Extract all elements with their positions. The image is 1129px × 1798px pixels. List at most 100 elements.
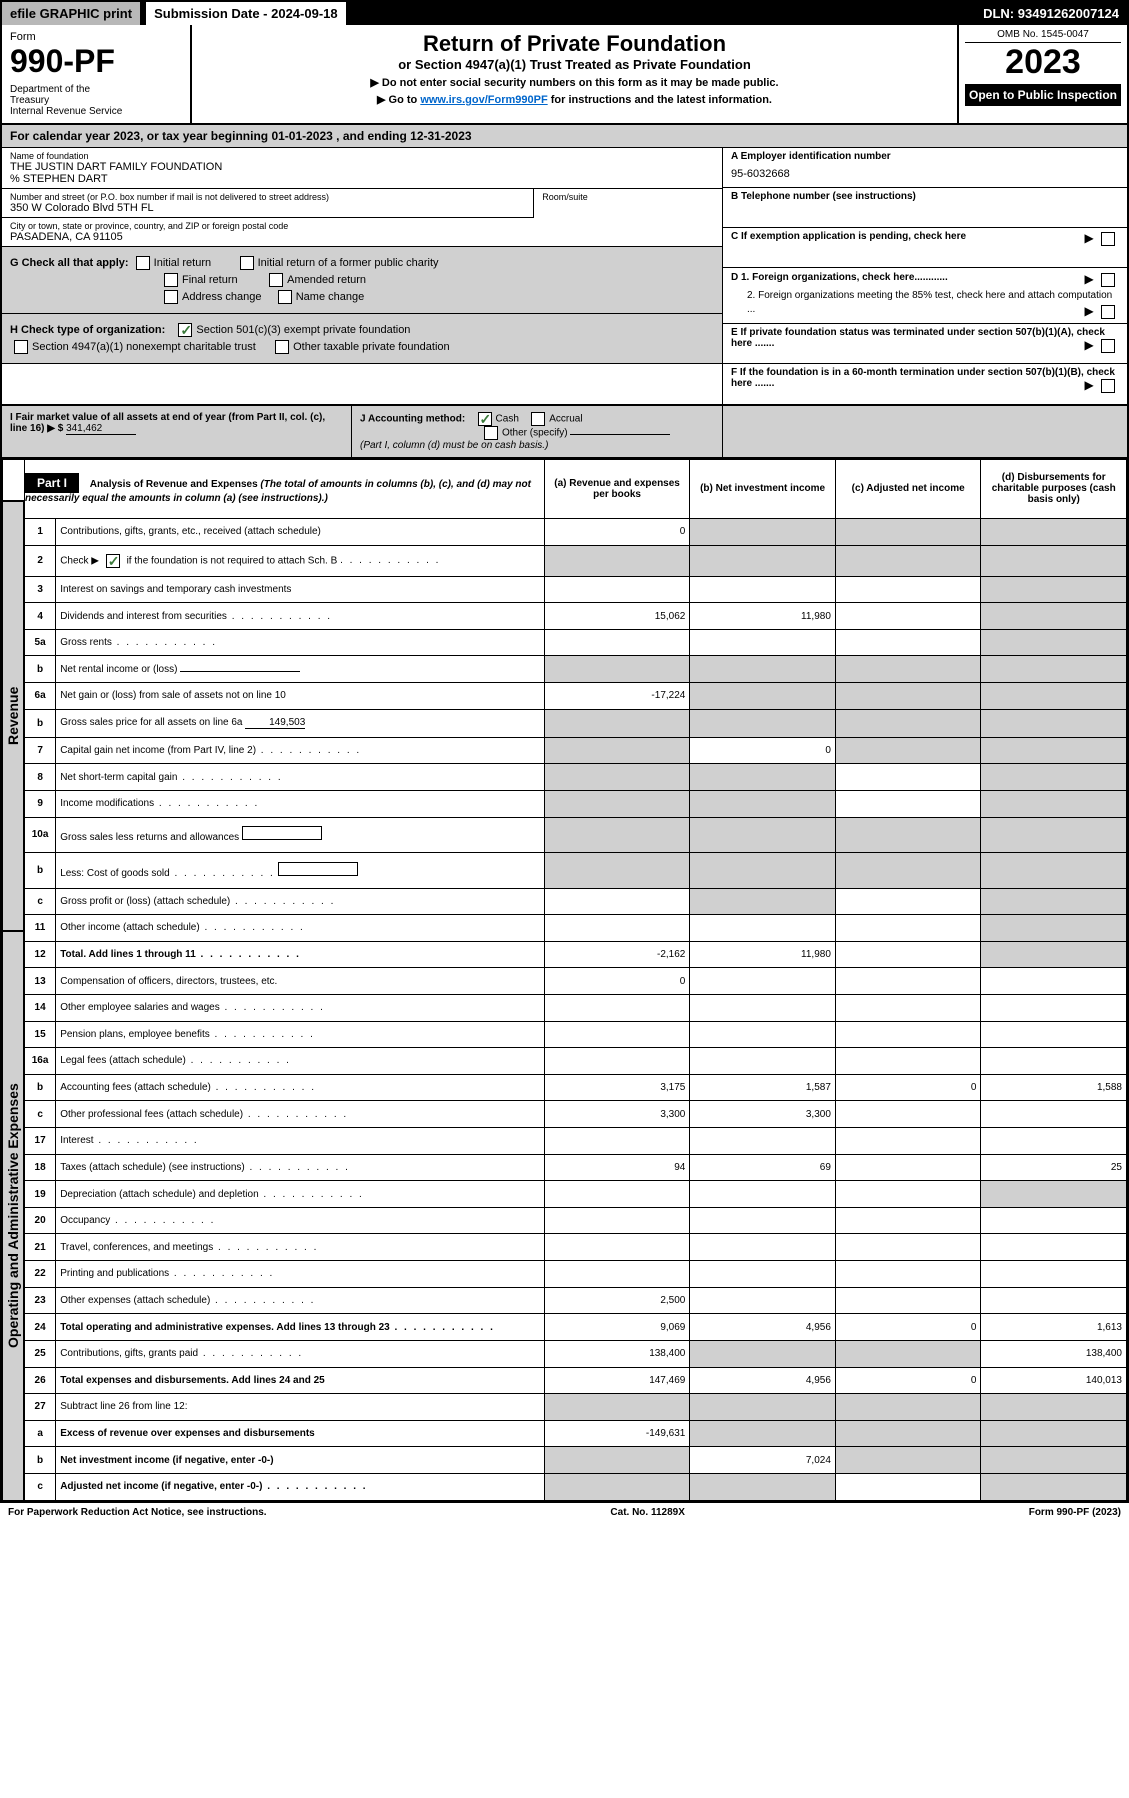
section-g: G Check all that apply: Initial return I… bbox=[2, 247, 722, 314]
col-d-header: (d) Disbursements for charitable purpose… bbox=[981, 459, 1127, 518]
f-arrow: ▶ bbox=[1084, 378, 1119, 393]
row-27b: bNet investment income (if negative, ent… bbox=[25, 1447, 1127, 1474]
form-title-block: Return of Private Foundation or Section … bbox=[192, 25, 957, 123]
chk-d2[interactable] bbox=[1101, 305, 1115, 319]
opt-other-method: Other (specify) bbox=[502, 427, 568, 438]
chk-f[interactable] bbox=[1101, 379, 1115, 393]
row-24: 24Total operating and administrative exp… bbox=[25, 1314, 1127, 1341]
h-label: H Check type of organization: bbox=[10, 324, 165, 336]
a-label: A Employer identification number bbox=[731, 151, 1119, 162]
form-link[interactable]: www.irs.gov/Form990PF bbox=[420, 94, 547, 106]
e-label: E If private foundation status was termi… bbox=[731, 327, 1105, 349]
opt-address-change: Address change bbox=[182, 291, 262, 303]
row-13: 13Compensation of officers, directors, t… bbox=[25, 968, 1127, 995]
city-label: City or town, state or province, country… bbox=[10, 221, 714, 231]
row-1: 1Contributions, gifts, grants, etc., rec… bbox=[25, 518, 1127, 545]
opt-cash: Cash bbox=[496, 413, 519, 424]
note2-post: for instructions and the latest informat… bbox=[548, 94, 772, 106]
form-number-block: Form 990-PF Department of theTreasuryInt… bbox=[2, 25, 192, 123]
chk-schb[interactable] bbox=[106, 554, 120, 568]
col-a-header: (a) Revenue and expenses per books bbox=[544, 459, 690, 518]
row-21: 21Travel, conferences, and meetings bbox=[25, 1234, 1127, 1261]
note2-pre: ▶ Go to bbox=[377, 94, 420, 106]
d2-label: 2. Foreign organizations meeting the 85%… bbox=[747, 290, 1112, 315]
chk-other-method[interactable] bbox=[484, 426, 498, 440]
f-label: F If the foundation is in a 60-month ter… bbox=[731, 367, 1115, 389]
chk-initial-return[interactable] bbox=[136, 256, 150, 270]
room-label: Room/suite bbox=[542, 192, 714, 202]
form-note-2: ▶ Go to www.irs.gov/Form990PF for instru… bbox=[202, 93, 947, 106]
chk-accrual[interactable] bbox=[531, 412, 545, 426]
row-7: 7Capital gain net income (from Part IV, … bbox=[25, 737, 1127, 764]
opt-final-return: Final return bbox=[182, 274, 238, 286]
side-revenue: Revenue bbox=[2, 501, 24, 931]
open-public-label: Open to Public Inspection bbox=[965, 84, 1121, 106]
row-27c: cAdjusted net income (if negative, enter… bbox=[25, 1473, 1127, 1500]
col-b-header: (b) Net investment income bbox=[690, 459, 836, 518]
row-16a: 16aLegal fees (attach schedule) bbox=[25, 1048, 1127, 1075]
d1-arrow: ▶ bbox=[1084, 271, 1119, 288]
row-10c: cGross profit or (loss) (attach schedule… bbox=[25, 888, 1127, 915]
c-arrow: ▶ bbox=[1084, 231, 1119, 246]
opt-initial-return: Initial return bbox=[154, 257, 211, 269]
row-4: 4Dividends and interest from securities1… bbox=[25, 603, 1127, 630]
c-cell: C If exemption application is pending, c… bbox=[723, 228, 1127, 268]
f-cell: F If the foundation is in a 60-month ter… bbox=[723, 364, 1127, 404]
chk-501c3[interactable] bbox=[178, 323, 192, 337]
side-expenses: Operating and Administrative Expenses bbox=[2, 931, 24, 1501]
row-19: 19Depreciation (attach schedule) and dep… bbox=[25, 1181, 1127, 1208]
chk-c[interactable] bbox=[1101, 232, 1115, 246]
form-note-1: ▶ Do not enter social security numbers o… bbox=[202, 76, 947, 89]
row-5b: bNet rental income or (loss) bbox=[25, 656, 1127, 683]
row-23: 23Other expenses (attach schedule)2,500 bbox=[25, 1287, 1127, 1314]
footer-right: Form 990-PF (2023) bbox=[1029, 1507, 1121, 1518]
section-f-dup bbox=[722, 406, 1127, 457]
omb-number: OMB No. 1545-0047 bbox=[965, 29, 1121, 43]
opt-amended: Amended return bbox=[287, 274, 366, 286]
part1-title: Analysis of Revenue and Expenses bbox=[90, 479, 258, 490]
efile-label: efile GRAPHIC print bbox=[2, 2, 140, 25]
e-cell: E If private foundation status was termi… bbox=[723, 324, 1127, 364]
row-16b: bAccounting fees (attach schedule)3,1751… bbox=[25, 1074, 1127, 1101]
chk-d1[interactable] bbox=[1101, 273, 1115, 287]
dln-label: DLN: bbox=[983, 6, 1018, 21]
form-label: Form bbox=[10, 31, 182, 43]
chk-4947[interactable] bbox=[14, 340, 28, 354]
ein-value: 95-6032668 bbox=[731, 168, 1119, 180]
opt-accrual: Accrual bbox=[549, 413, 582, 424]
chk-cash[interactable] bbox=[478, 412, 492, 426]
city-value: PASADENA, CA 91105 bbox=[10, 231, 714, 243]
section-j: J Accounting method: Cash Accrual Other … bbox=[352, 406, 722, 457]
row-22: 22Printing and publications bbox=[25, 1261, 1127, 1288]
i-label: I Fair market value of all assets at end… bbox=[10, 412, 325, 434]
c-label: C If exemption application is pending, c… bbox=[731, 231, 966, 242]
tax-year: 2023 bbox=[965, 43, 1121, 82]
row-27a: aExcess of revenue over expenses and dis… bbox=[25, 1420, 1127, 1447]
row-10a: 10aGross sales less returns and allowanc… bbox=[25, 817, 1127, 852]
foundation-name: THE JUSTIN DART FAMILY FOUNDATION bbox=[10, 161, 714, 173]
chk-amended[interactable] bbox=[269, 273, 283, 287]
chk-final-return[interactable] bbox=[164, 273, 178, 287]
chk-address-change[interactable] bbox=[164, 290, 178, 304]
analysis-table: Part I Analysis of Revenue and Expenses … bbox=[24, 459, 1127, 1501]
j-note: (Part I, column (d) must be on cash basi… bbox=[360, 440, 714, 451]
chk-name-change[interactable] bbox=[278, 290, 292, 304]
street-value: 350 W Colorado Blvd 5TH FL bbox=[10, 202, 525, 214]
row-8: 8Net short-term capital gain bbox=[25, 764, 1127, 791]
row-25: 25Contributions, gifts, grants paid138,4… bbox=[25, 1340, 1127, 1367]
chk-other-taxable[interactable] bbox=[275, 340, 289, 354]
row-14: 14Other employee salaries and wages bbox=[25, 994, 1127, 1021]
street-cell: Number and street (or P.O. box number if… bbox=[2, 189, 533, 218]
row-12: 12Total. Add lines 1 through 11-2,16211,… bbox=[25, 941, 1127, 968]
row-27: 27Subtract line 26 from line 12: bbox=[25, 1394, 1127, 1421]
row-3: 3Interest on savings and temporary cash … bbox=[25, 576, 1127, 603]
section-h: H Check type of organization: Section 50… bbox=[2, 314, 722, 364]
phone-cell: B Telephone number (see instructions) bbox=[723, 188, 1127, 228]
row-18: 18Taxes (attach schedule) (see instructi… bbox=[25, 1154, 1127, 1181]
chk-e[interactable] bbox=[1101, 339, 1115, 353]
i-value: 341,462 bbox=[66, 423, 136, 435]
row-9: 9Income modifications bbox=[25, 790, 1127, 817]
part1-label: Part I bbox=[25, 473, 79, 493]
chk-initial-former[interactable] bbox=[240, 256, 254, 270]
ein-cell: A Employer identification number 95-6032… bbox=[723, 148, 1127, 188]
